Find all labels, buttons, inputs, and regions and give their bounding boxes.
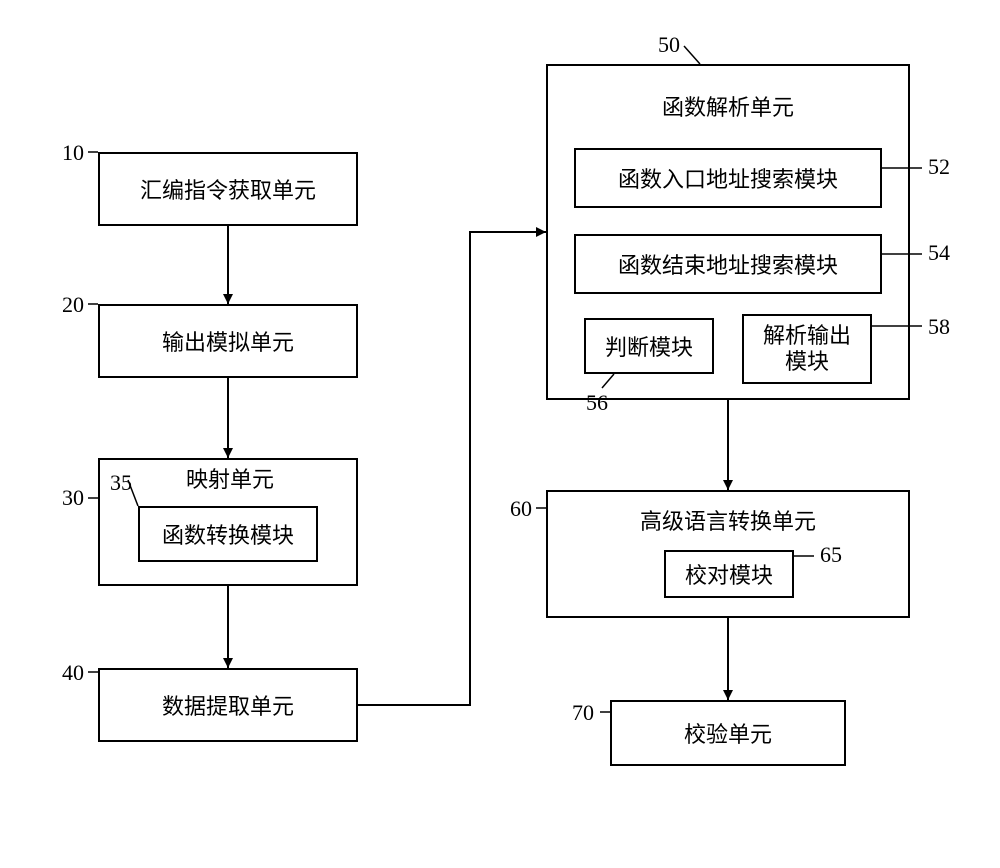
node-52-label: 函数入口地址搜索模块 — [618, 162, 838, 194]
node-52: 函数入口地址搜索模块 — [574, 148, 882, 208]
node-58-label: 解析输出 模块 — [763, 323, 851, 376]
node-35-label: 函数转换模块 — [162, 518, 294, 550]
node-70-label: 校验单元 — [684, 717, 772, 749]
label-54: 54 — [928, 240, 950, 266]
node-70: 校验单元 — [610, 700, 846, 766]
label-58: 58 — [928, 314, 950, 340]
label-50: 50 — [658, 32, 680, 58]
node-58: 解析输出 模块 — [742, 314, 872, 384]
node-65: 校对模块 — [664, 550, 794, 598]
node-30-title: 映射单元 — [186, 462, 274, 494]
node-54-label: 函数结束地址搜索模块 — [618, 248, 838, 280]
node-56: 判断模块 — [584, 318, 714, 374]
node-20: 输出模拟单元 — [98, 304, 358, 378]
node-54: 函数结束地址搜索模块 — [574, 234, 882, 294]
label-56: 56 — [586, 390, 608, 416]
label-65: 65 — [820, 542, 842, 568]
label-60: 60 — [510, 496, 532, 522]
node-35: 函数转换模块 — [138, 506, 318, 562]
node-60-title: 高级语言转换单元 — [640, 504, 816, 536]
label-10: 10 — [62, 140, 84, 166]
node-56-label: 判断模块 — [605, 330, 693, 362]
label-40: 40 — [62, 660, 84, 686]
node-40-label: 数据提取单元 — [162, 689, 294, 721]
node-10-label: 汇编指令获取单元 — [140, 173, 316, 205]
label-70: 70 — [572, 700, 594, 726]
label-35: 35 — [110, 470, 132, 496]
label-30: 30 — [62, 485, 84, 511]
node-20-label: 输出模拟单元 — [162, 325, 294, 357]
label-20: 20 — [62, 292, 84, 318]
diagram-canvas: 汇编指令获取单元 10 输出模拟单元 20 映射单元 30 函数转换模块 35 … — [0, 0, 1000, 868]
label-52: 52 — [928, 154, 950, 180]
node-65-label: 校对模块 — [685, 558, 773, 590]
node-40: 数据提取单元 — [98, 668, 358, 742]
node-10: 汇编指令获取单元 — [98, 152, 358, 226]
node-50-title: 函数解析单元 — [662, 90, 794, 122]
